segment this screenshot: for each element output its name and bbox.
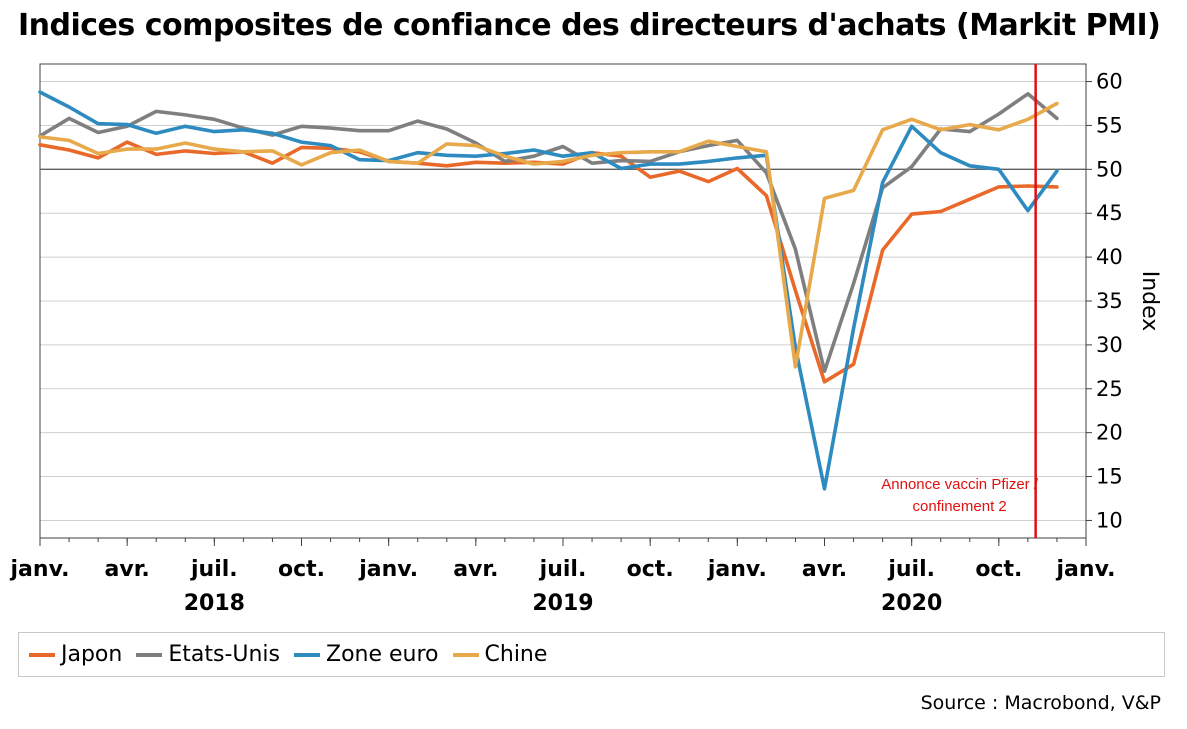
legend: Japon Etats-Unis Zone euro Chine <box>18 632 1165 677</box>
x-axis: janv. avr. juil. oct. janv. avr. juil. oct. janv… <box>10 538 1116 616</box>
x-tick-label: avr. <box>105 557 150 582</box>
y-axis-label: Index <box>1137 271 1162 332</box>
series-line-etats-unis <box>38 92 1059 374</box>
x-tick-label: juil. <box>539 557 587 582</box>
x-tick-label: janv. <box>10 557 70 582</box>
y-tick-label: 35 <box>1096 289 1123 313</box>
annotation-text: confinement 2 <box>913 498 1007 515</box>
line-chart: Annonce vaccin Pfizer /confinement 2 101… <box>10 63 1162 616</box>
y-tick-label: 20 <box>1096 421 1123 445</box>
y-axis: 10 15 20 25 30 35 40 45 50 55 60 <box>1086 70 1123 532</box>
y-tick-label: 55 <box>1096 113 1123 137</box>
legend-label: Etats-Unis <box>168 642 280 667</box>
legend-label: Chine <box>484 642 548 667</box>
y-tick-label: 10 <box>1096 508 1123 532</box>
y-tick-label: 40 <box>1096 245 1123 269</box>
legend-label: Zone euro <box>326 642 439 667</box>
chart-title: Indices composites de confiance des dire… <box>18 8 1161 43</box>
legend-swatch <box>294 652 320 657</box>
legend-swatch <box>136 652 163 657</box>
x-tick-label: janv. <box>358 557 418 582</box>
x-tick-label: avr. <box>802 557 847 582</box>
y-tick-label: 50 <box>1096 157 1123 181</box>
y-tick-label: 60 <box>1096 70 1123 94</box>
x-tick-label: oct. <box>627 557 674 582</box>
y-tick-label: 30 <box>1096 333 1123 357</box>
x-tick-label: oct. <box>278 557 325 582</box>
x-year-label: 2020 <box>881 591 942 616</box>
legend-swatch <box>29 652 55 657</box>
x-year-label: 2018 <box>184 591 245 616</box>
y-tick-label: 25 <box>1096 377 1123 401</box>
x-tick-label: oct. <box>975 557 1022 582</box>
y-tick-label: 15 <box>1096 465 1123 489</box>
x-tick-label: juil. <box>887 557 935 582</box>
annotation-text: Annonce vaccin Pfizer / <box>881 476 1039 493</box>
x-tick-label: juil. <box>190 557 238 582</box>
legend-label: Japon <box>61 642 123 667</box>
legend-item-chine: Chine <box>452 642 548 667</box>
legend-swatch <box>452 652 479 657</box>
x-year-label: 2019 <box>532 591 593 616</box>
legend-item-etats-unis: Etats-Unis <box>136 642 280 667</box>
x-tick-label: janv. <box>707 557 767 582</box>
series-line-japon <box>38 140 1059 384</box>
source-note: Source : Macrobond, V&P <box>920 692 1161 714</box>
x-tick-label: janv. <box>1056 557 1116 582</box>
series-lines <box>38 90 1059 491</box>
annotation-group: Annonce vaccin Pfizer / confinement 2 <box>881 64 1039 538</box>
series-line-chine <box>38 101 1059 369</box>
series-line-zone-euro <box>38 90 1059 491</box>
legend-item-zone-euro: Zone euro <box>294 642 439 667</box>
x-tick-label: avr. <box>453 557 498 582</box>
legend-item-japon: Japon <box>29 642 122 667</box>
y-tick-label: 45 <box>1096 201 1123 225</box>
